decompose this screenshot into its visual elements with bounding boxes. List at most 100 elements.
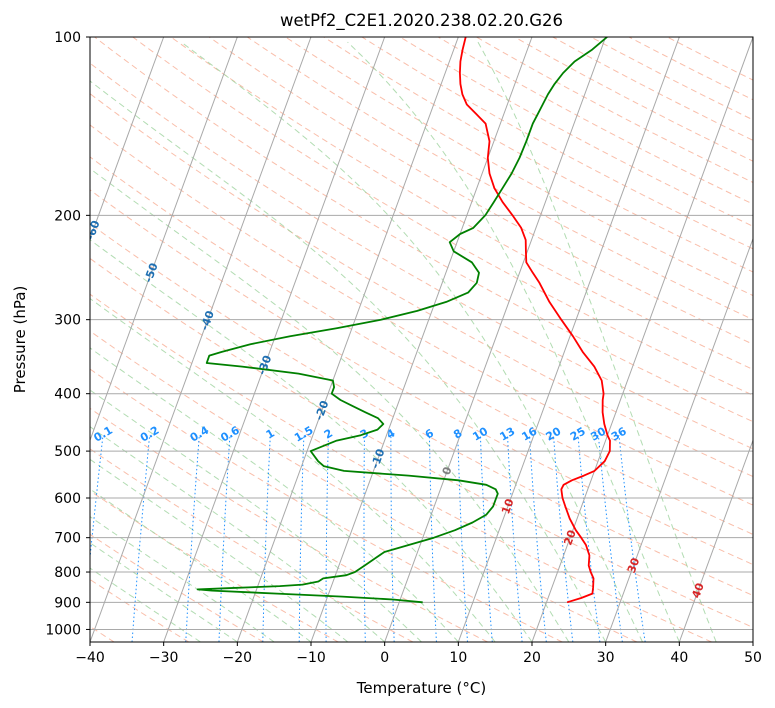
- mixing-ratio-label: 2: [322, 427, 335, 442]
- mixing-ratio-label: 4: [384, 426, 397, 441]
- mixing-ratio-line: [618, 435, 646, 642]
- dry-adiabat-label: -60: [84, 218, 103, 241]
- dry-adiabat: [94, 37, 753, 423]
- dry-adiabat: [552, 37, 753, 141]
- y-tick-label: 1000: [45, 622, 81, 638]
- mixing-ratio-line: [553, 435, 574, 642]
- dry-adiabat-label: -30: [255, 353, 274, 376]
- mixing-ratio-line: [298, 435, 305, 642]
- mixing-ratio-label: 36: [609, 424, 629, 443]
- sounding-traces: [196, 37, 611, 604]
- mixing-ratio-line: [185, 435, 200, 642]
- isotherm: [605, 237, 753, 642]
- y-tick-label: 900: [54, 595, 81, 611]
- moist-adiabat-label: 40: [689, 581, 707, 600]
- isotherm: [90, 37, 312, 642]
- x-tick-label: 20: [523, 650, 541, 666]
- moist-adiabat: [90, 167, 570, 642]
- y-axis: 100 200 300 400 500 600 700 800 900 1000: [45, 30, 90, 638]
- dry-adiabat-label: -40: [198, 309, 217, 332]
- mixing-ratio-line: [390, 435, 395, 642]
- mixing-ratio-label: 0.4: [188, 423, 212, 444]
- isotherm: [752, 640, 753, 642]
- dry-adiabat-label: -70: [25, 176, 44, 199]
- dry-adiabat: [90, 124, 753, 506]
- dry-adiabat: [90, 93, 753, 478]
- x-tick-label: 30: [597, 650, 615, 666]
- x-tick-label: 10: [449, 650, 467, 666]
- moist-adiabat: [90, 426, 386, 642]
- y-tick-label: 800: [54, 565, 81, 581]
- isotherm: [236, 37, 459, 642]
- dry-adiabat: [132, 37, 753, 396]
- isotherm: [90, 37, 165, 241]
- y-tick-label: 200: [54, 208, 81, 224]
- x-tick-label: −20: [223, 650, 253, 666]
- mixing-ratio-line: [457, 435, 468, 642]
- moist-adiabat: [90, 347, 459, 642]
- temperature-trace: [459, 37, 611, 604]
- y-tick-label: 300: [54, 313, 81, 329]
- x-tick-label: 40: [670, 650, 688, 666]
- moist-adiabat: [90, 516, 275, 642]
- moist-adiabat: [90, 567, 201, 642]
- moist-adiabat: [90, 542, 238, 642]
- moist-adiabat: [90, 458, 349, 642]
- background-lines: [90, 37, 753, 642]
- dry-adiabat: [90, 156, 753, 535]
- isotherm: [678, 438, 753, 642]
- mixing-ratio-line: [218, 435, 231, 642]
- moist-adiabat: [90, 239, 533, 642]
- dry-adiabat-label: -20: [312, 399, 331, 422]
- y-tick-label: 700: [54, 531, 81, 547]
- dry-adiabat: [285, 37, 753, 297]
- dry-adiabat: [90, 533, 264, 642]
- mixing-ratio-line: [507, 435, 523, 642]
- moist-adiabat-label: 30: [625, 556, 643, 575]
- isotherm: [90, 37, 238, 442]
- y-tick-label: 400: [54, 387, 81, 403]
- mixing-ratio-line: [577, 435, 601, 642]
- mixing-ratio-line: [597, 435, 623, 642]
- x-tick-label: −30: [149, 650, 179, 666]
- isotherm: [457, 37, 680, 642]
- moist-adiabat-label: 0: [440, 465, 455, 477]
- mixing-ratio-label: 0.6: [218, 423, 242, 444]
- dry-adiabat-label: -10: [368, 447, 387, 470]
- moist-adiabat: [477, 41, 717, 642]
- dry-adiabat: [90, 257, 753, 629]
- x-axis-title: Temperature (°C): [356, 679, 486, 697]
- dry-adiabat: [247, 37, 753, 321]
- x-tick-label: −10: [296, 650, 326, 666]
- moist-adiabat: [90, 297, 496, 642]
- y-tick-label: 500: [54, 444, 81, 460]
- moist-adiabat: [90, 80, 607, 642]
- mixing-ratio-line: [90, 435, 104, 563]
- x-tick-label: −40: [75, 650, 105, 666]
- x-axis: −40 −30 −20 −10 0 10 20 30 40 50: [75, 642, 762, 666]
- chart-title: wetPf2_C2E1.2020.238.02.20.G26: [280, 11, 563, 31]
- isotherm: [531, 37, 753, 642]
- dry-adiabat-label: -50: [142, 261, 161, 284]
- isotherm: [310, 37, 533, 642]
- dry-adiabat: [90, 490, 339, 642]
- dry-adiabat: [323, 37, 753, 273]
- mixing-ratio-line: [529, 435, 547, 642]
- dewpoint-trace: [196, 37, 608, 604]
- mixing-ratio-label: 20: [544, 424, 564, 443]
- moist-adiabat-label: 10: [499, 497, 517, 516]
- y-axis-title: Pressure (hPa): [11, 286, 29, 394]
- dry-adiabat: [90, 293, 712, 642]
- mixing-ratio-line: [131, 435, 151, 642]
- mixing-ratio-line: [479, 435, 493, 642]
- dry-adiabat: [90, 448, 414, 642]
- moist-adiabat-label: 20: [561, 528, 579, 547]
- moist-adiabat: [347, 41, 680, 642]
- isopleth-labels: -100-90-80-70-60-50-40-30-20-10010203040…: [25, 176, 707, 600]
- y-tick-label: 100: [54, 30, 81, 46]
- dry-adiabat: [90, 223, 753, 597]
- mixing-ratio-line: [363, 435, 366, 642]
- dry-adiabat: [90, 407, 488, 642]
- mixing-ratio-line: [429, 435, 437, 642]
